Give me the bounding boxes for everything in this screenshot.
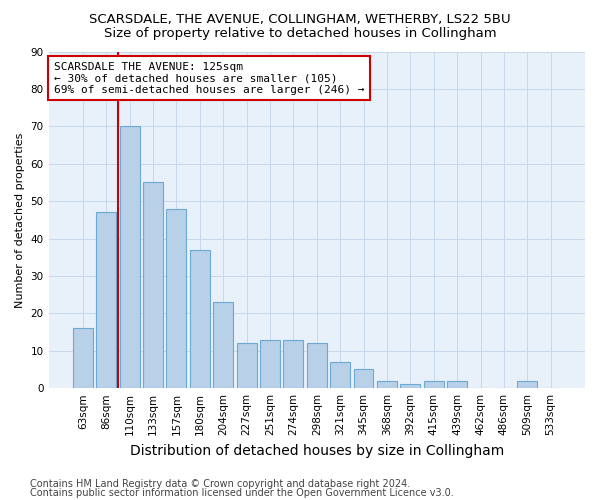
Bar: [517, 380, 537, 388]
Text: SCARSDALE, THE AVENUE, COLLINGHAM, WETHERBY, LS22 5BU: SCARSDALE, THE AVENUE, COLLINGHAM, WETHE…: [89, 12, 511, 26]
Bar: [97, 212, 116, 388]
Bar: [190, 250, 210, 388]
Bar: [400, 384, 420, 388]
Bar: [424, 380, 443, 388]
Bar: [283, 340, 304, 388]
Bar: [120, 126, 140, 388]
Bar: [166, 208, 187, 388]
Bar: [353, 370, 373, 388]
Text: Contains public sector information licensed under the Open Government Licence v3: Contains public sector information licen…: [30, 488, 454, 498]
Bar: [236, 344, 257, 388]
Bar: [330, 362, 350, 388]
Bar: [143, 182, 163, 388]
Bar: [260, 340, 280, 388]
Bar: [213, 302, 233, 388]
Bar: [447, 380, 467, 388]
X-axis label: Distribution of detached houses by size in Collingham: Distribution of detached houses by size …: [130, 444, 504, 458]
Text: Size of property relative to detached houses in Collingham: Size of property relative to detached ho…: [104, 28, 496, 40]
Bar: [73, 328, 93, 388]
Bar: [377, 380, 397, 388]
Y-axis label: Number of detached properties: Number of detached properties: [15, 132, 25, 308]
Bar: [307, 344, 327, 388]
Text: SCARSDALE THE AVENUE: 125sqm
← 30% of detached houses are smaller (105)
69% of s: SCARSDALE THE AVENUE: 125sqm ← 30% of de…: [54, 62, 364, 95]
Text: Contains HM Land Registry data © Crown copyright and database right 2024.: Contains HM Land Registry data © Crown c…: [30, 479, 410, 489]
